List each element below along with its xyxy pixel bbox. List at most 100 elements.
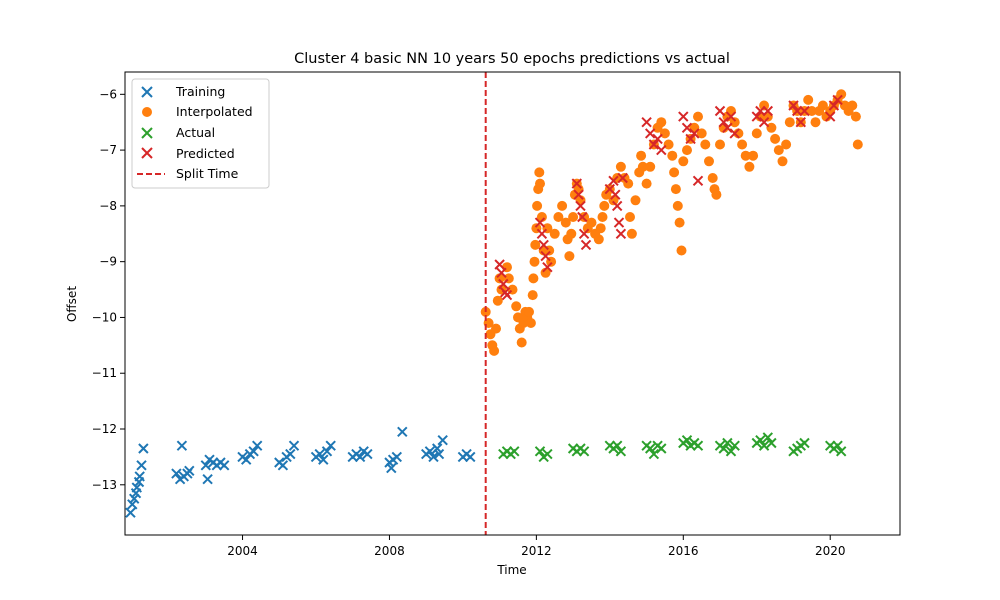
data-point (641, 178, 652, 189)
data-point (528, 273, 539, 284)
data-point (579, 212, 590, 222)
data-point (766, 122, 777, 133)
data-point (595, 223, 606, 234)
data-point (795, 116, 807, 128)
data-point (729, 117, 740, 128)
data-point (663, 139, 674, 150)
data-point (725, 446, 737, 457)
legend-label-training: Training (175, 84, 225, 99)
data-point (525, 318, 536, 328)
legend: Training Interpolated Actual Predicted S… (131, 78, 270, 189)
data-point (652, 133, 663, 145)
data-point (722, 122, 733, 134)
data-point (759, 100, 770, 111)
data-point (832, 440, 843, 451)
data-point (615, 161, 626, 172)
data-point (200, 460, 212, 471)
data-point (744, 161, 755, 172)
data-point (836, 89, 847, 100)
axes-frame (124, 71, 901, 536)
legend-label-actual: Actual (176, 125, 215, 140)
data-point (693, 111, 703, 122)
data-point (700, 139, 711, 150)
data-point (641, 116, 652, 128)
y-tick-label: −6 (99, 87, 117, 101)
data-point (538, 239, 549, 251)
data-point (608, 175, 619, 187)
data-point (645, 161, 656, 172)
data-point (325, 440, 336, 451)
data-point (566, 228, 577, 239)
data-point (534, 167, 545, 178)
data-point (285, 448, 296, 460)
data-point (494, 259, 505, 270)
x-tick-label: 2012 (521, 544, 552, 558)
y-tick-label: −9 (99, 255, 117, 269)
legend-marker-interpolated (142, 107, 152, 117)
data-point (636, 150, 647, 161)
data-point (127, 499, 138, 510)
data-point (542, 448, 553, 460)
data-point (573, 189, 584, 200)
data-point (575, 200, 586, 212)
data-point (549, 228, 560, 239)
data-point (354, 451, 366, 463)
legend-label-interpolated: Interpolated (176, 104, 253, 119)
series-actual (498, 432, 847, 463)
data-point (758, 440, 770, 451)
data-point (397, 426, 408, 438)
data-point (202, 473, 213, 485)
data-point (171, 468, 182, 479)
data-point (667, 150, 678, 161)
x-tick-label: 2004 (227, 544, 258, 558)
data-point (524, 306, 534, 317)
data-point (850, 111, 861, 122)
data-point (248, 446, 259, 457)
data-point (125, 507, 136, 518)
data-point (711, 189, 722, 200)
data-point (751, 111, 763, 122)
data-point (391, 451, 403, 463)
data-point (751, 128, 762, 139)
data-point (770, 133, 781, 144)
data-point (758, 116, 770, 128)
data-point (644, 443, 656, 454)
data-point (847, 100, 858, 111)
data-point (852, 139, 863, 150)
data-point (321, 446, 333, 457)
data-point (656, 144, 667, 156)
data-point (685, 133, 696, 145)
legend-box (131, 78, 270, 189)
data-point (318, 454, 329, 465)
data-point (722, 437, 733, 449)
data-point (625, 212, 635, 222)
data-point (799, 437, 810, 449)
data-point (511, 301, 522, 312)
y-tick-label: −7 (99, 143, 117, 157)
data-point (571, 178, 583, 189)
data-point (681, 434, 693, 446)
data-point (824, 111, 836, 122)
data-point (184, 465, 195, 477)
data-point (586, 217, 597, 228)
data-point (704, 156, 714, 167)
legend-marker-actual (141, 127, 153, 139)
data-point (529, 256, 540, 267)
data-point (656, 443, 667, 454)
data-point (437, 434, 448, 446)
data-point (560, 217, 571, 228)
plot-area (125, 72, 863, 535)
x-tick-label: 2016 (668, 544, 699, 558)
data-point (527, 290, 538, 301)
data-point (501, 289, 513, 301)
data-point (136, 460, 147, 471)
data-point (424, 446, 436, 457)
data-point (729, 128, 740, 139)
data-point (626, 228, 637, 239)
data-point (681, 122, 693, 134)
data-point (509, 446, 520, 457)
data-point (832, 94, 843, 106)
data-point (692, 175, 704, 187)
y-tick-label: −10 (92, 310, 117, 324)
